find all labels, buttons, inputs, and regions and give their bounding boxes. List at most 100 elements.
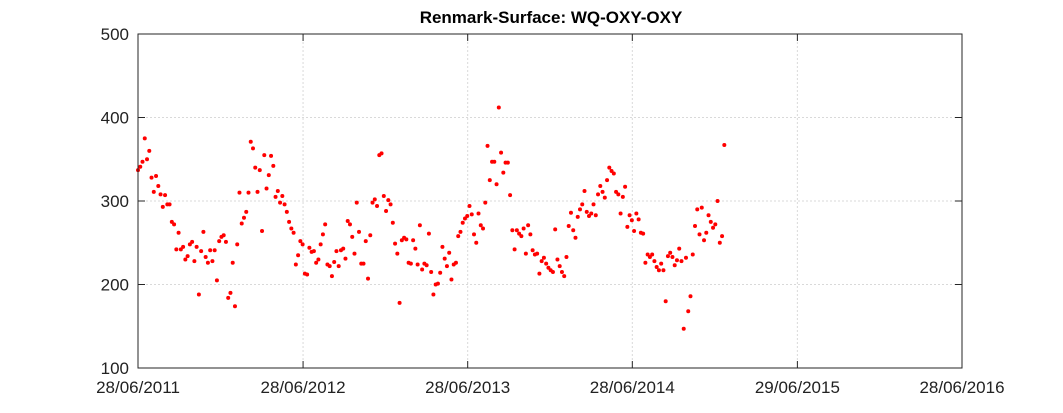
data-point: [269, 153, 274, 158]
data-point: [440, 244, 445, 249]
data-point: [659, 261, 664, 266]
data-point: [465, 214, 470, 219]
data-point: [275, 188, 280, 193]
x-tick-label: 28/06/2013: [425, 378, 510, 397]
data-point: [210, 259, 215, 264]
data-point: [291, 230, 296, 235]
data-point: [307, 245, 312, 250]
x-tick-label: 28/06/2016: [919, 378, 1004, 397]
data-point: [329, 274, 334, 279]
data-point: [496, 105, 501, 110]
data-point: [411, 238, 416, 243]
data-point: [528, 232, 533, 237]
data-point: [717, 240, 722, 245]
data-point: [620, 194, 625, 199]
data-point: [665, 254, 670, 259]
data-point: [688, 294, 693, 299]
data-point: [447, 250, 452, 255]
data-point: [384, 209, 389, 214]
data-point: [523, 251, 528, 256]
data-point: [720, 234, 725, 239]
data-point: [381, 193, 386, 198]
data-point: [530, 248, 535, 253]
data-point: [251, 146, 256, 151]
data-point: [501, 170, 506, 175]
data-point: [539, 259, 544, 264]
data-point: [564, 254, 569, 259]
data-point: [487, 178, 492, 183]
data-point: [674, 258, 679, 263]
data-point: [167, 202, 172, 207]
data-point: [582, 188, 587, 193]
data-point: [388, 202, 393, 207]
data-point: [706, 213, 711, 218]
data-point: [431, 292, 436, 297]
data-point: [190, 239, 195, 244]
data-point: [273, 194, 278, 199]
data-point: [478, 223, 483, 228]
data-point: [508, 193, 513, 198]
data-point: [298, 239, 303, 244]
data-point: [654, 264, 659, 269]
data-point: [343, 256, 348, 261]
data-point: [577, 207, 582, 212]
data-point: [521, 226, 526, 231]
data-point: [241, 215, 246, 220]
data-point: [580, 202, 585, 207]
data-point: [151, 189, 156, 194]
data-point: [693, 224, 698, 229]
data-point: [469, 212, 474, 217]
data-point: [557, 264, 562, 269]
data-point: [643, 260, 648, 265]
data-point: [282, 202, 287, 207]
data-point: [555, 257, 560, 262]
data-point: [311, 249, 316, 254]
data-point: [526, 223, 531, 228]
data-point: [239, 221, 244, 226]
axis-ticks: 100 200 300 400 500 28/06/2011 28/06/2012 28/06…: [96, 25, 1004, 397]
data-point: [589, 211, 594, 216]
y-tick-label: 100: [101, 359, 129, 378]
data-point: [715, 199, 720, 203]
data-point: [149, 175, 154, 180]
data-point: [426, 231, 431, 236]
data-point: [223, 239, 228, 244]
data-point: [438, 270, 443, 275]
y-tick-label: 200: [101, 276, 129, 295]
data-point: [650, 252, 655, 257]
data-point: [559, 269, 564, 274]
data-point: [163, 193, 168, 198]
data-point: [456, 234, 461, 239]
data-point: [679, 259, 684, 264]
data-point: [408, 261, 413, 266]
data-point: [293, 262, 298, 267]
data-point: [618, 211, 623, 216]
data-point: [677, 246, 682, 251]
data-point: [415, 262, 420, 267]
data-point: [185, 254, 190, 259]
data-point: [519, 234, 524, 239]
data-point: [334, 249, 339, 254]
data-point: [278, 200, 283, 205]
data-point: [341, 246, 346, 251]
data-point: [483, 200, 488, 205]
data-point: [347, 222, 352, 227]
data-point: [246, 190, 251, 195]
data-point: [244, 209, 249, 214]
data-point: [681, 326, 686, 331]
data-point: [686, 309, 691, 314]
data-point: [300, 242, 305, 247]
data-point: [158, 192, 163, 197]
data-point: [323, 222, 328, 227]
data-point: [235, 242, 240, 247]
data-point: [280, 193, 285, 198]
data-point: [713, 222, 718, 227]
data-point: [623, 184, 628, 189]
y-tick-label: 300: [101, 192, 129, 211]
data-point: [512, 247, 517, 252]
data-point: [661, 268, 666, 273]
data-point: [584, 209, 589, 214]
data-point: [690, 252, 695, 257]
data-point: [386, 198, 391, 203]
data-point: [568, 210, 573, 215]
